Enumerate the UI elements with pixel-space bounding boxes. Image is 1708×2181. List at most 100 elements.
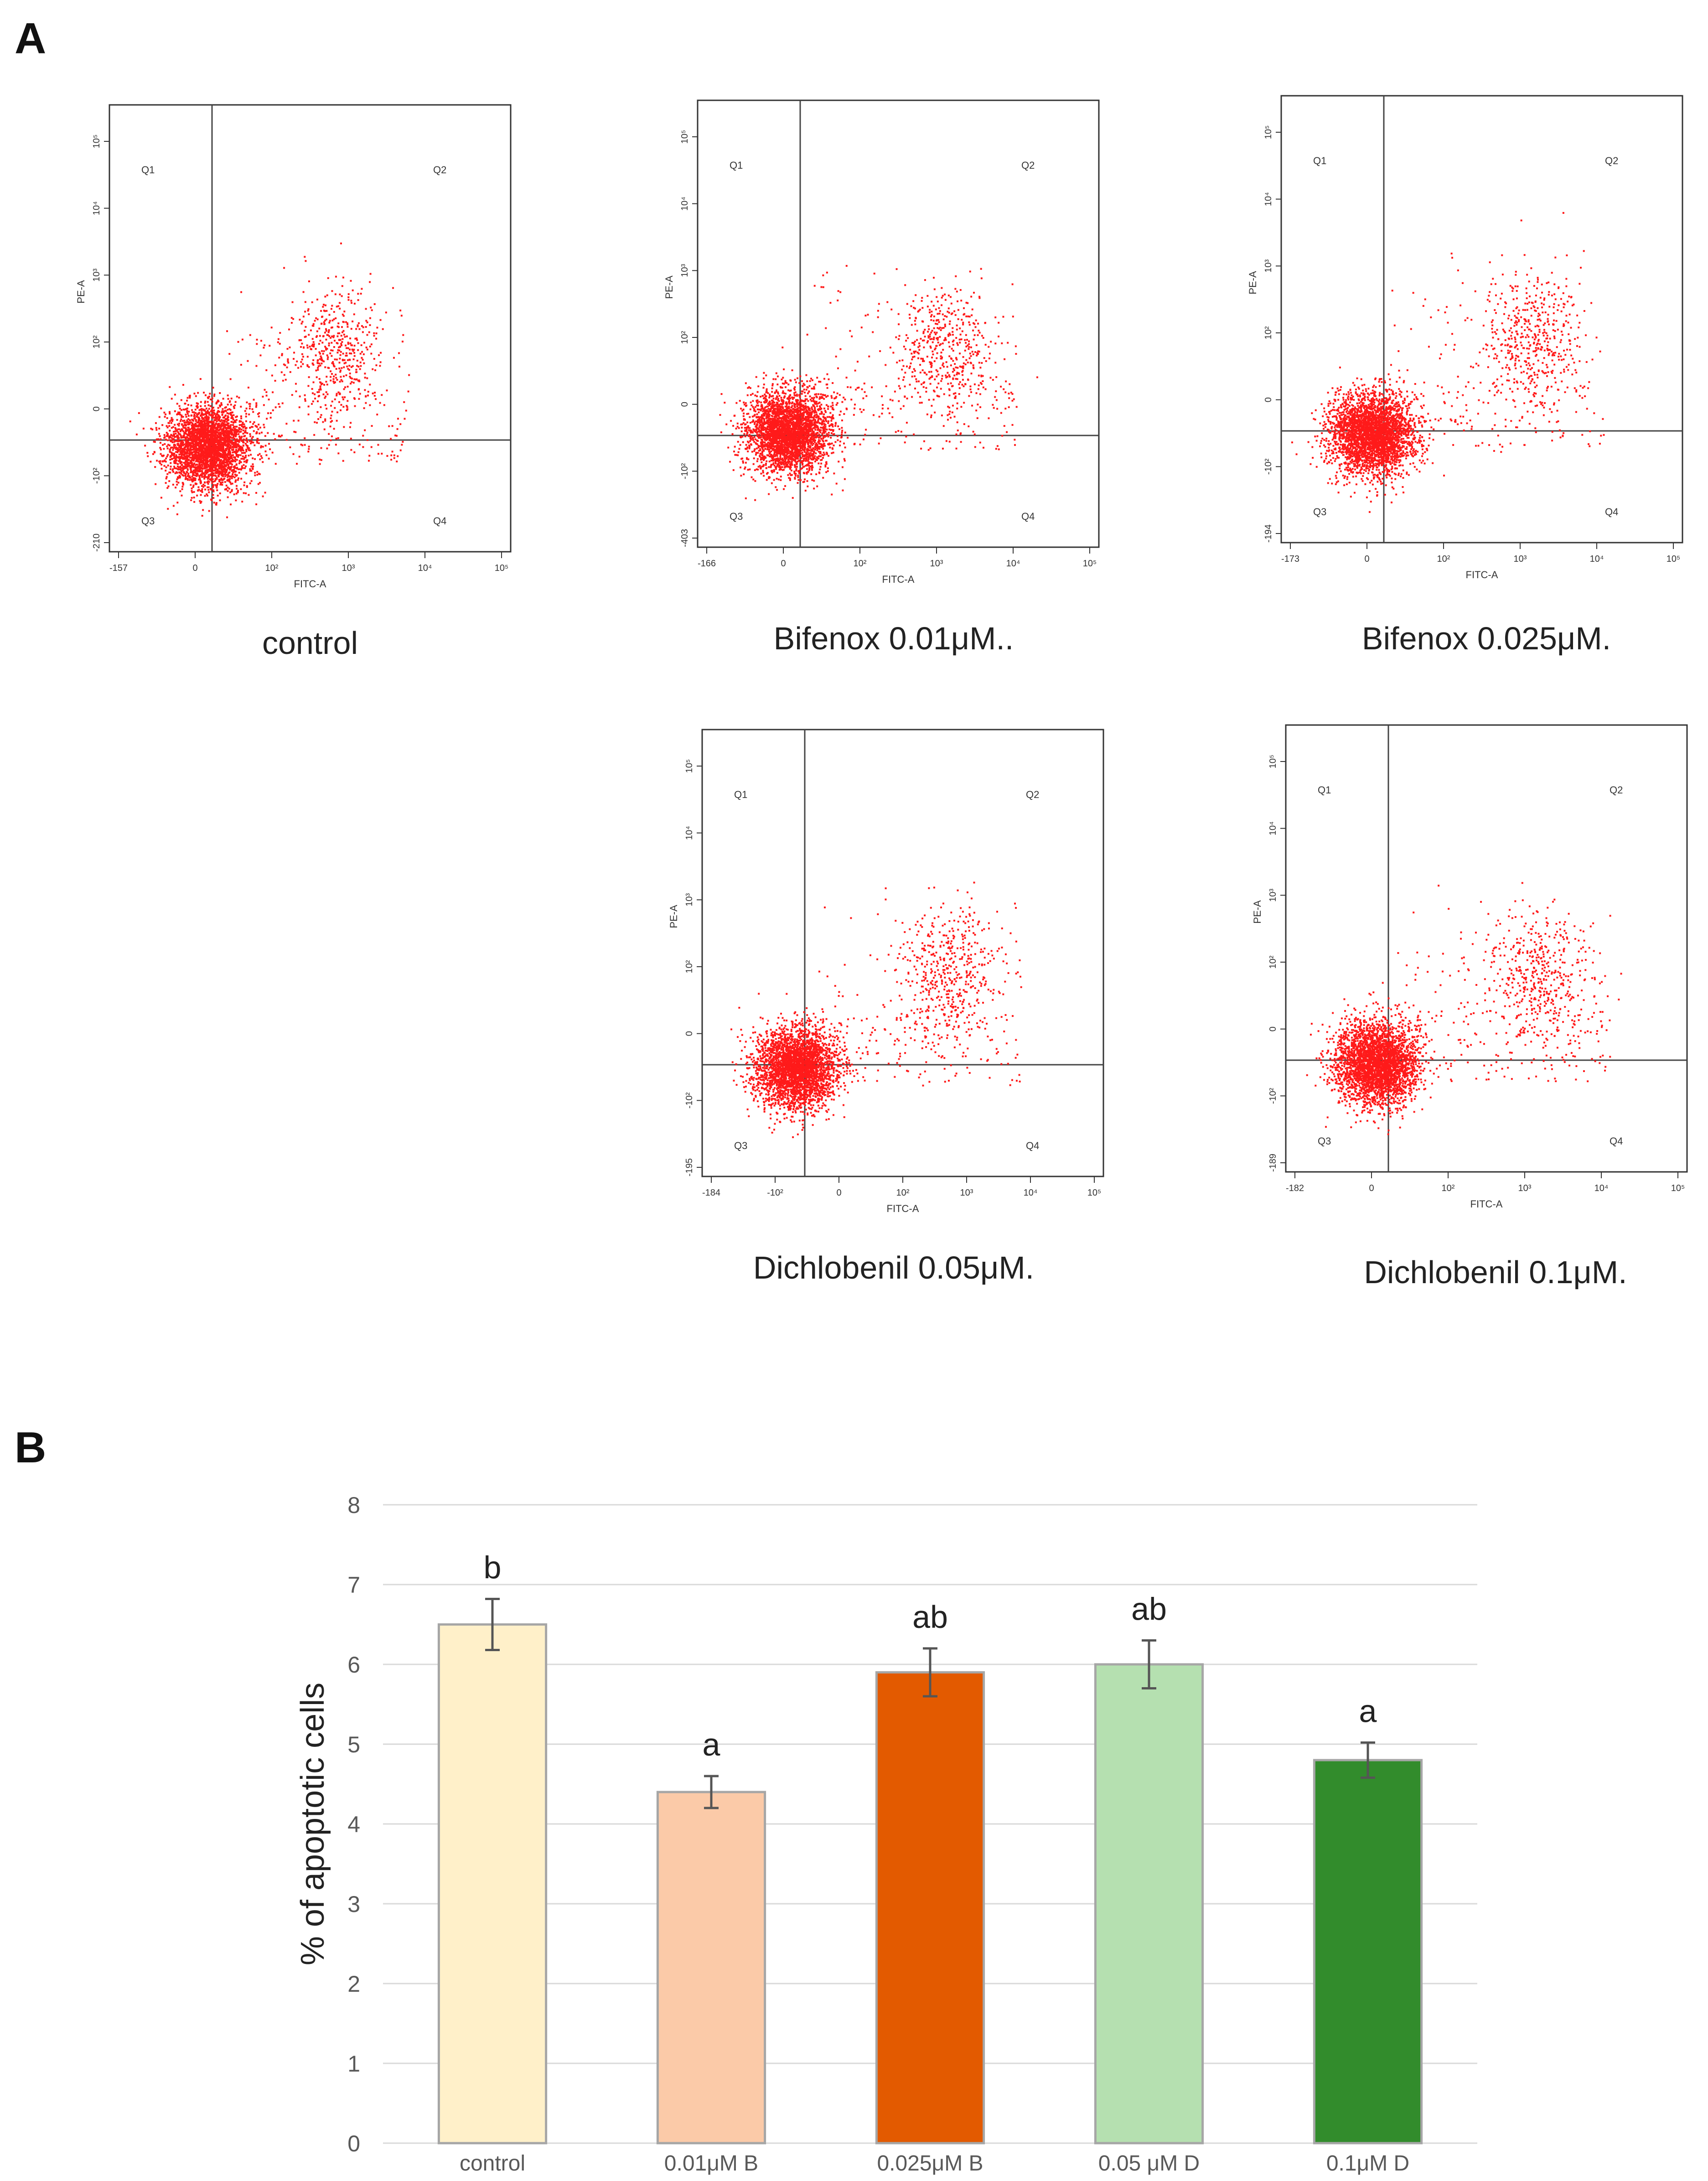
event-dot	[407, 390, 409, 393]
event-dot	[204, 427, 207, 429]
event-dot	[319, 385, 321, 388]
event-dot	[306, 364, 309, 366]
event-dot	[330, 326, 332, 329]
event-dot	[349, 426, 351, 428]
event-dot	[256, 343, 258, 345]
event-dot	[188, 459, 190, 461]
event-dot	[152, 453, 154, 455]
event-dot	[791, 456, 793, 459]
event-dot	[220, 433, 223, 435]
event-dot	[767, 446, 769, 448]
event-dot	[159, 435, 161, 437]
event-dot	[295, 431, 297, 433]
event-dot	[811, 444, 813, 446]
event-dot	[191, 442, 193, 444]
event-dot	[224, 407, 226, 409]
event-dot	[225, 453, 228, 456]
event-dot	[229, 425, 232, 427]
event-dot	[803, 446, 806, 448]
event-dot	[202, 447, 204, 449]
event-dot	[227, 425, 229, 428]
event-dot	[343, 366, 345, 368]
event-dot	[174, 472, 176, 474]
event-dot	[220, 465, 223, 467]
event-dot	[215, 461, 217, 464]
event-dot	[215, 471, 217, 473]
event-dot	[385, 311, 387, 314]
event-dot	[138, 412, 140, 414]
event-dot	[206, 456, 208, 459]
event-dot	[195, 430, 197, 432]
event-dot	[761, 444, 763, 446]
event-dot	[197, 392, 199, 394]
event-dot	[176, 440, 179, 442]
event-dot	[209, 453, 211, 456]
event-dot	[399, 449, 402, 451]
event-dot	[203, 477, 206, 480]
event-dot	[765, 464, 767, 466]
event-dot	[209, 393, 211, 395]
event-dot	[228, 475, 230, 477]
event-dot	[193, 434, 195, 436]
event-dot	[255, 432, 258, 435]
event-dot	[227, 496, 229, 498]
event-dot	[205, 472, 207, 475]
event-dot	[817, 432, 819, 434]
event-dot	[199, 448, 201, 450]
event-dot	[784, 485, 787, 487]
event-dot	[248, 413, 250, 415]
event-dot	[214, 462, 217, 464]
event-dot	[327, 356, 329, 358]
event-dot	[184, 427, 186, 429]
event-dot	[242, 421, 244, 424]
event-dot	[260, 445, 262, 447]
event-dot	[240, 477, 243, 480]
event-dot	[183, 420, 186, 422]
event-dot	[212, 466, 215, 468]
event-dot	[283, 267, 285, 269]
event-dot	[200, 501, 202, 503]
event-dot	[208, 442, 211, 445]
event-dot	[171, 452, 173, 455]
event-dot	[217, 475, 220, 477]
event-dot	[229, 481, 232, 483]
event-dot	[185, 443, 187, 445]
event-dot	[216, 484, 218, 487]
event-dot	[195, 468, 197, 471]
event-dot	[216, 430, 218, 433]
event-dot	[327, 277, 329, 279]
event-dot	[208, 481, 210, 483]
event-dot	[181, 488, 183, 490]
event-dot	[212, 486, 214, 488]
event-dot	[173, 433, 175, 435]
event-dot	[178, 446, 181, 448]
event-dot	[330, 370, 332, 373]
event-dot	[246, 401, 248, 404]
event-dot	[235, 485, 238, 487]
event-dot	[192, 419, 194, 421]
event-dot	[180, 461, 182, 463]
event-dot	[198, 461, 201, 464]
event-dot	[225, 459, 228, 461]
event-dot	[243, 425, 246, 428]
event-dot	[776, 445, 778, 447]
event-dot	[809, 414, 812, 416]
event-dot	[823, 413, 825, 415]
event-dot	[229, 430, 232, 432]
event-dot	[182, 441, 184, 444]
event-dot	[203, 475, 205, 477]
event-dot	[190, 469, 192, 471]
event-dot	[227, 404, 229, 406]
event-dot	[211, 436, 213, 438]
event-dot	[369, 383, 371, 386]
event-dot	[202, 423, 204, 425]
event-dot	[258, 472, 260, 475]
event-dot	[206, 476, 208, 478]
event-dot	[183, 454, 185, 456]
event-dot	[320, 357, 322, 359]
event-dot	[802, 456, 804, 458]
event-dot	[188, 465, 191, 467]
event-dot	[825, 463, 828, 465]
event-dot	[244, 456, 247, 459]
event-dot	[191, 440, 193, 442]
